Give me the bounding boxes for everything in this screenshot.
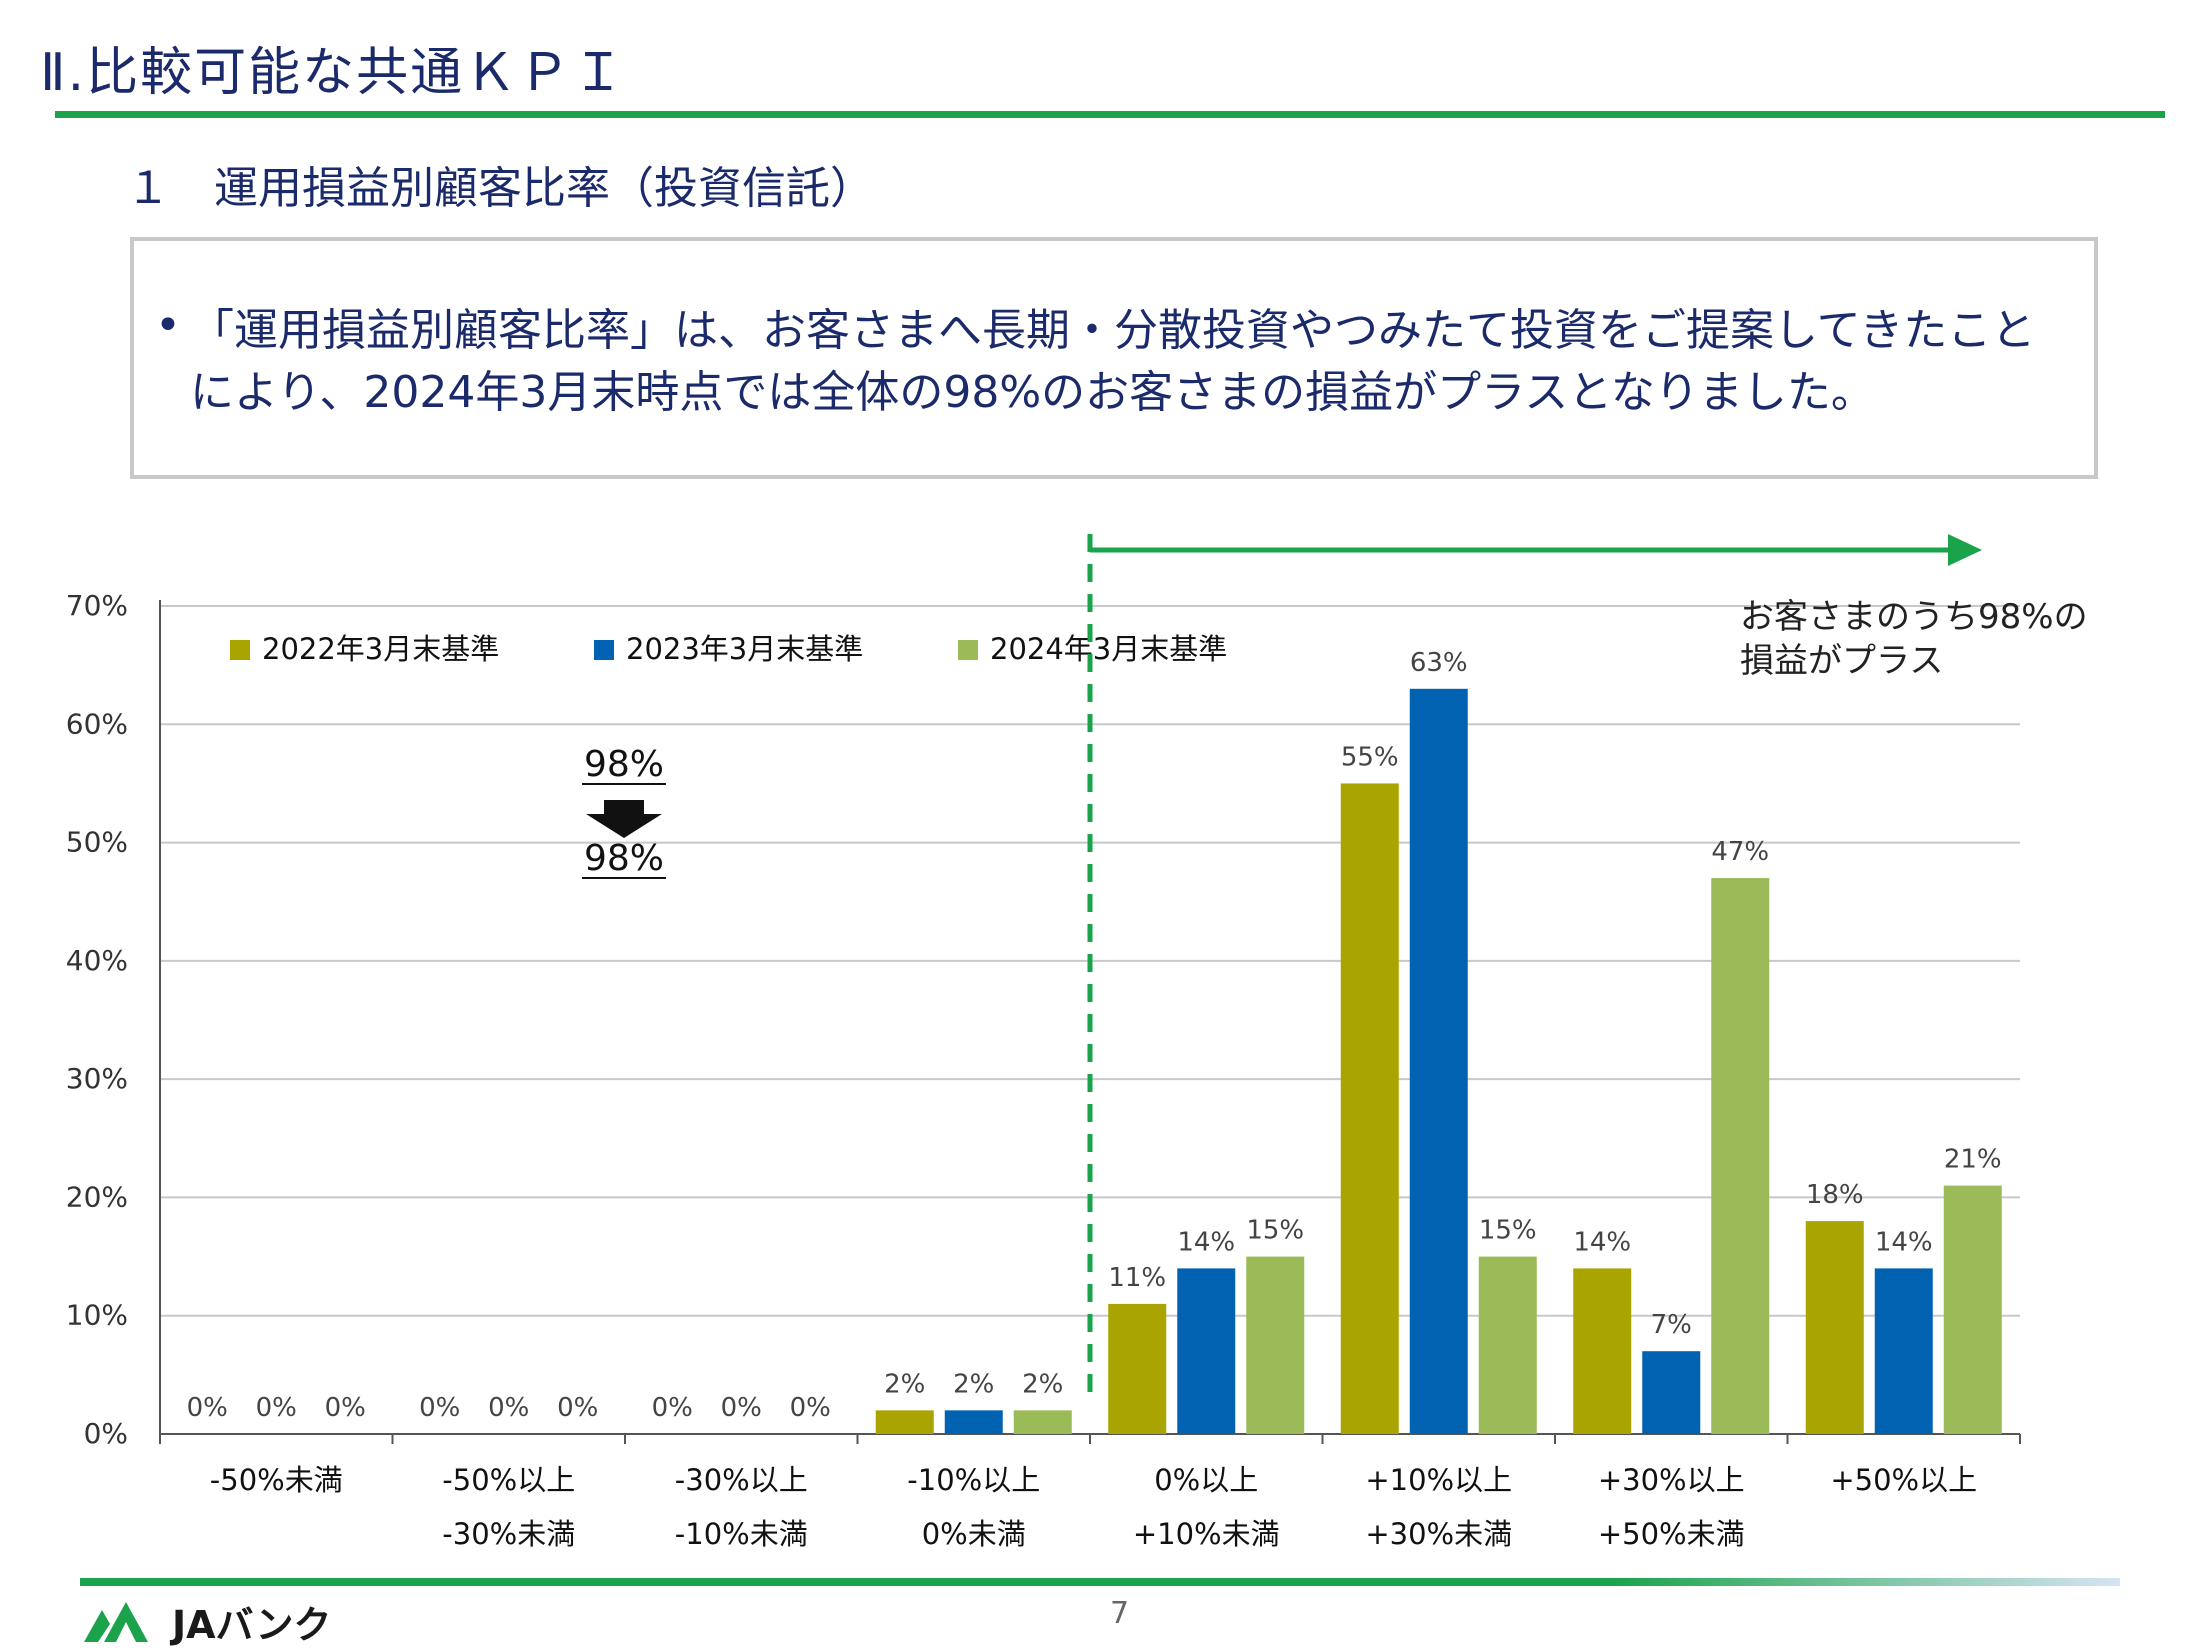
y-tick-label: 40% [66, 944, 128, 977]
y-tick-label: 30% [66, 1062, 128, 1095]
summary-bullet: • [155, 300, 181, 351]
x-tick-label: +10%以上 [1365, 1463, 1512, 1497]
legend-label: 2024年3月末基準 [990, 632, 1227, 666]
data-label: 0% [488, 1393, 529, 1423]
bar [1246, 1256, 1305, 1434]
bar [1340, 783, 1399, 1434]
data-label: 11% [1108, 1263, 1166, 1293]
ratio-before: 98% [584, 744, 664, 785]
y-tick-label: 50% [66, 826, 128, 859]
down-arrow-icon [586, 800, 662, 838]
bar [1177, 1268, 1236, 1434]
data-label: 15% [1246, 1216, 1304, 1246]
data-label: 2% [1022, 1369, 1063, 1399]
x-tick-label: +10%未満 [1133, 1517, 1280, 1551]
title-divider [55, 111, 2165, 118]
x-tick-label: -30%未満 [442, 1517, 575, 1551]
legend-swatch [230, 640, 250, 660]
x-tick-label: -10%以上 [907, 1463, 1040, 1497]
logo-mark-left [84, 1610, 110, 1642]
bar [1409, 688, 1468, 1434]
plus-region-arrow-head [1948, 534, 1982, 566]
x-tick-label: 0%以上 [1154, 1463, 1258, 1497]
data-label: 2% [884, 1369, 925, 1399]
y-tick-label: 20% [66, 1180, 128, 1213]
bar [1874, 1268, 1933, 1434]
y-tick-label: 10% [66, 1299, 128, 1332]
data-label: 0% [557, 1393, 598, 1423]
ratio-after: 98% [584, 838, 664, 879]
data-label: 0% [256, 1393, 297, 1423]
summary-box [130, 237, 2098, 479]
data-label: 0% [721, 1393, 762, 1423]
y-tick-label: 0% [84, 1417, 128, 1450]
data-label: 14% [1177, 1227, 1235, 1257]
legend-label: 2022年3月末基準 [262, 632, 499, 666]
legend-swatch [958, 640, 978, 660]
bar [944, 1410, 1003, 1434]
data-label: 21% [1944, 1145, 2002, 1175]
ja-bank-logo: JAバンク [84, 1602, 331, 1646]
data-label: 63% [1410, 648, 1468, 678]
page-number: 7 [1110, 1596, 1130, 1631]
data-label: 0% [652, 1393, 693, 1423]
y-tick-label: 60% [66, 707, 128, 740]
bar [1805, 1221, 1864, 1434]
legend-label: 2023年3月末基準 [626, 632, 863, 666]
x-tick-label: -50%未満 [210, 1463, 343, 1497]
data-label: 0% [187, 1393, 228, 1423]
bar [1642, 1351, 1701, 1434]
bar [1711, 878, 1770, 1434]
data-label: 7% [1651, 1310, 1692, 1340]
legend-swatch [594, 640, 614, 660]
data-label: 0% [790, 1393, 831, 1423]
data-label: 0% [419, 1393, 460, 1423]
x-tick-label: +50%以上 [1830, 1463, 1977, 1497]
x-tick-label: -30%以上 [675, 1463, 808, 1497]
bar [875, 1410, 934, 1434]
bar [1108, 1303, 1167, 1434]
page-title: Ⅱ.比較可能な共通ＫＰＩ [40, 43, 627, 103]
summary-text: 「運用損益別顧客比率」は、お客さまへ長期・分散投資やつみたて投資をご提案してきた… [190, 305, 2036, 418]
data-label: 0% [325, 1393, 366, 1423]
y-tick-label: 70% [66, 589, 128, 622]
footer-divider [80, 1578, 2120, 1586]
data-label: 55% [1341, 742, 1399, 772]
x-tick-label: +30%未満 [1365, 1517, 1512, 1551]
data-label: 14% [1573, 1227, 1631, 1257]
data-label: 15% [1479, 1216, 1537, 1246]
x-tick-label: +50%未満 [1598, 1517, 1745, 1551]
data-label: 47% [1711, 837, 1769, 867]
plus-annotation-line2: 損益がプラス [1740, 641, 1943, 681]
x-tick-label: 0%未満 [922, 1517, 1026, 1551]
logo-mark-right [104, 1602, 148, 1642]
data-label: 2% [953, 1369, 994, 1399]
x-tick-label: +30%以上 [1598, 1463, 1745, 1497]
bar [1478, 1256, 1537, 1434]
bar [1573, 1268, 1632, 1434]
plus-annotation-line1: お客さまのうち98%の [1740, 597, 2088, 637]
section-subtitle: １ 運用損益別顧客比率（投資信託） [126, 163, 874, 214]
bar [1013, 1410, 1072, 1434]
data-label: 18% [1806, 1180, 1864, 1210]
x-tick-label: -50%以上 [442, 1463, 575, 1497]
x-tick-label: -10%未満 [675, 1517, 808, 1551]
bar [1943, 1185, 2002, 1434]
data-label: 14% [1875, 1227, 1933, 1257]
logo-text: JAバンク [169, 1603, 331, 1646]
